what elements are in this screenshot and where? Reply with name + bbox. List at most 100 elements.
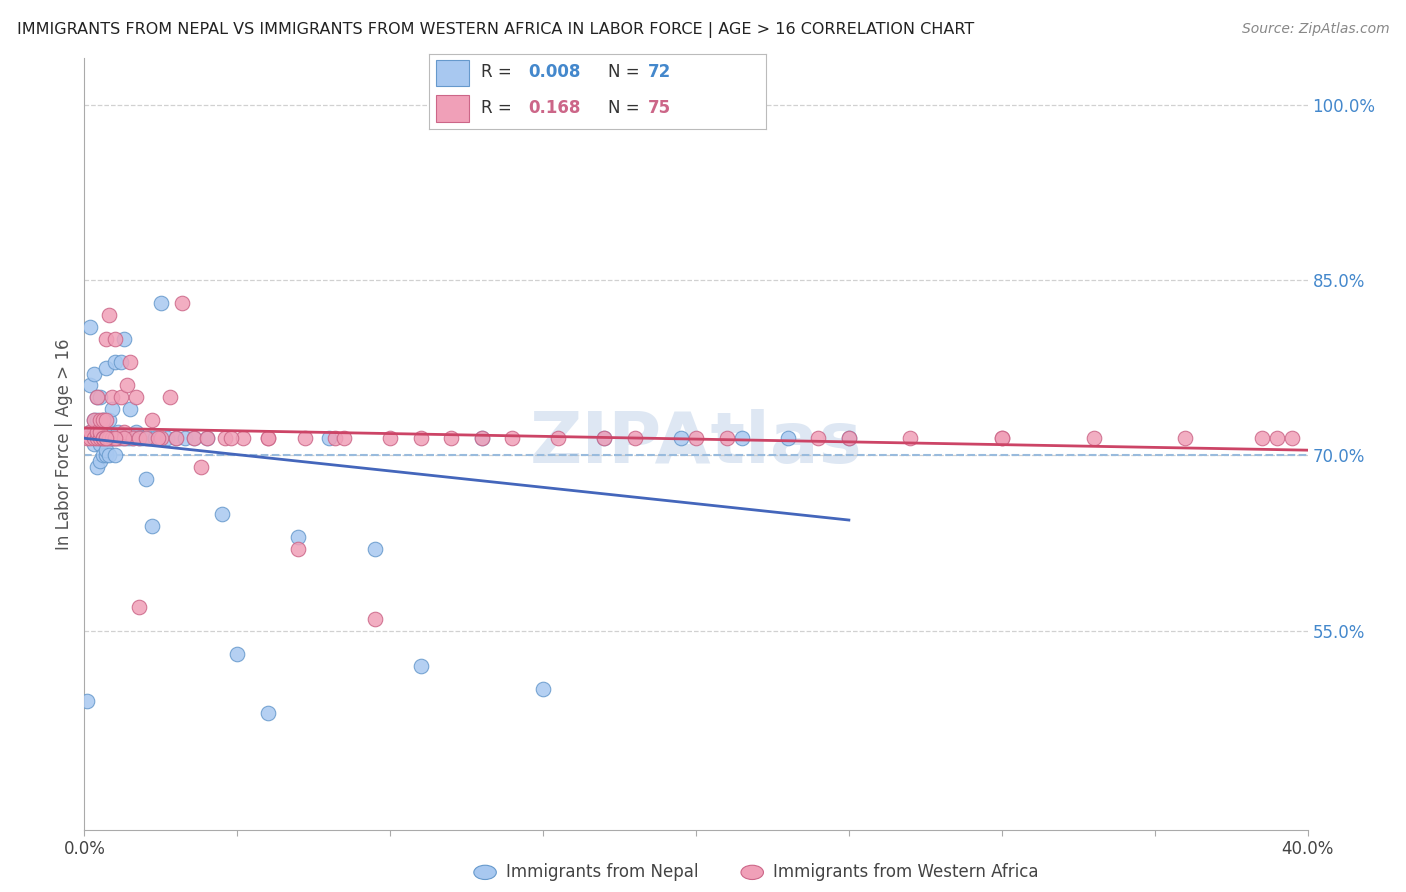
Point <box>838 431 860 445</box>
Point <box>409 431 432 445</box>
Point <box>107 425 129 439</box>
Point <box>94 449 117 463</box>
Y-axis label: In Labor Force | Age > 16: In Labor Force | Age > 16 <box>55 338 73 549</box>
Point <box>104 449 127 463</box>
Point <box>76 431 98 445</box>
Point <box>128 600 150 615</box>
Point <box>104 355 127 369</box>
Text: 0.008: 0.008 <box>529 63 581 81</box>
Point <box>531 682 554 697</box>
Point <box>83 413 105 427</box>
Point <box>101 431 124 445</box>
Point <box>86 390 108 404</box>
Point <box>115 431 138 445</box>
Point <box>91 431 114 445</box>
Point <box>97 308 120 322</box>
Point <box>110 390 132 404</box>
Point <box>94 431 117 445</box>
Point <box>1083 431 1105 445</box>
Point <box>97 449 120 463</box>
Point <box>174 431 197 445</box>
Point <box>502 431 524 445</box>
Point <box>101 431 124 445</box>
Point <box>172 296 194 310</box>
Point <box>89 425 111 439</box>
Point <box>669 431 692 445</box>
Point <box>183 431 205 445</box>
Point <box>146 431 169 445</box>
Point <box>97 431 120 445</box>
Point <box>89 437 111 451</box>
Point <box>125 390 148 404</box>
Point <box>226 647 249 661</box>
Point <box>471 431 494 445</box>
Point <box>593 431 616 445</box>
Point <box>91 413 114 427</box>
Point <box>110 355 132 369</box>
Point <box>97 431 120 445</box>
Point <box>149 431 172 445</box>
Point <box>380 431 402 445</box>
Point <box>364 612 387 626</box>
Point <box>86 425 108 439</box>
Point <box>91 431 114 445</box>
Text: R =: R = <box>481 100 517 118</box>
Point <box>83 367 105 381</box>
Point <box>165 431 187 445</box>
Point <box>440 431 463 445</box>
Point <box>91 449 114 463</box>
Point <box>104 332 127 346</box>
Point <box>716 431 738 445</box>
Point <box>104 431 127 445</box>
Text: 75: 75 <box>648 100 671 118</box>
Point <box>104 431 127 445</box>
Point <box>91 431 114 445</box>
Point <box>112 425 135 439</box>
Point <box>89 413 111 427</box>
Bar <box>436 95 470 122</box>
Point <box>79 425 101 439</box>
Point <box>110 431 132 445</box>
Point <box>141 413 163 427</box>
Point <box>257 706 280 720</box>
Point <box>128 431 150 445</box>
Point <box>112 431 135 445</box>
Point <box>91 413 114 427</box>
Point <box>94 332 117 346</box>
Point <box>94 413 117 427</box>
Point <box>83 437 105 451</box>
Point <box>364 541 387 556</box>
Point <box>1250 431 1272 445</box>
Point <box>685 431 707 445</box>
Point <box>195 431 218 445</box>
Point <box>94 360 117 375</box>
Bar <box>436 60 470 87</box>
Point <box>1265 431 1288 445</box>
Point <box>159 390 181 404</box>
Point <box>89 390 111 404</box>
Point <box>86 431 108 445</box>
Point <box>86 413 108 427</box>
Point <box>138 431 160 445</box>
Text: ZIPAtlas: ZIPAtlas <box>530 409 862 478</box>
Point <box>624 431 647 445</box>
Point <box>79 425 101 439</box>
Text: IMMIGRANTS FROM NEPAL VS IMMIGRANTS FROM WESTERN AFRICA IN LABOR FORCE | AGE > 1: IMMIGRANTS FROM NEPAL VS IMMIGRANTS FROM… <box>17 22 974 38</box>
Point <box>593 431 616 445</box>
Point <box>156 431 179 445</box>
Point <box>125 425 148 439</box>
Point <box>107 431 129 445</box>
Point <box>122 431 145 445</box>
Point <box>89 431 111 445</box>
Point <box>86 431 108 445</box>
Point <box>83 425 105 439</box>
Text: Source: ZipAtlas.com: Source: ZipAtlas.com <box>1241 22 1389 37</box>
Point <box>838 431 860 445</box>
Point <box>101 401 124 416</box>
Point <box>94 442 117 457</box>
Text: 0.168: 0.168 <box>529 100 581 118</box>
Point <box>94 425 117 439</box>
Point <box>86 390 108 404</box>
Point <box>107 431 129 445</box>
Text: N =: N = <box>607 63 644 81</box>
